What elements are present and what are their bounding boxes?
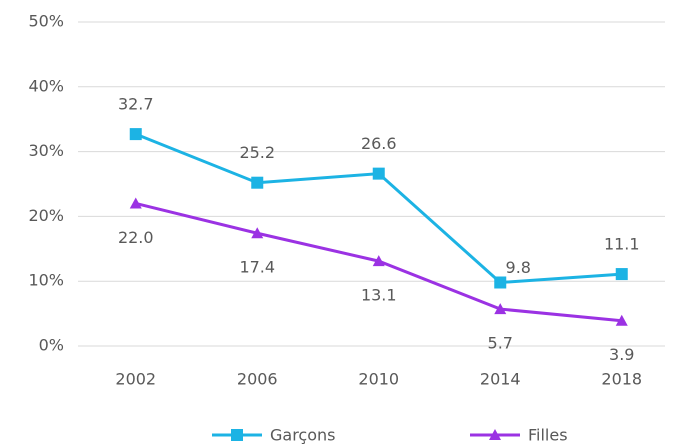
x-tick-label: 2010 [358,370,399,389]
marker [129,197,142,209]
y-tick-label: 0% [39,336,64,355]
data-label: 32.7 [118,95,154,114]
marker [494,303,507,315]
marker [615,314,628,326]
marker [615,268,628,281]
y-tick-label: 20% [28,206,64,225]
marker [372,167,385,180]
marker [251,176,264,189]
legend-marker [489,429,501,440]
legend-marker [231,429,243,441]
marker [129,128,142,141]
legend-label: Filles [528,426,568,445]
data-label: 11.1 [604,235,640,254]
x-tick-label: 2002 [115,370,156,389]
marker [494,276,507,289]
x-tick-label: 2006 [237,370,278,389]
data-label: 25.2 [239,143,275,162]
marker [372,255,385,267]
data-label: 13.1 [361,286,397,305]
data-label: 17.4 [239,258,275,277]
data-label: 22.0 [118,228,154,247]
data-label: 3.9 [609,345,634,364]
x-tick-label: 2014 [480,370,521,389]
y-tick-label: 30% [28,141,64,160]
data-label: 9.8 [506,258,531,277]
data-label: 26.6 [361,134,397,153]
y-tick-label: 40% [28,76,64,95]
y-tick-label: 10% [28,271,64,290]
marker [251,227,264,239]
y-tick-label: 50% [28,12,64,31]
data-label: 5.7 [488,334,513,353]
legend-label: Garçons [270,426,336,445]
x-tick-label: 2018 [601,370,642,389]
